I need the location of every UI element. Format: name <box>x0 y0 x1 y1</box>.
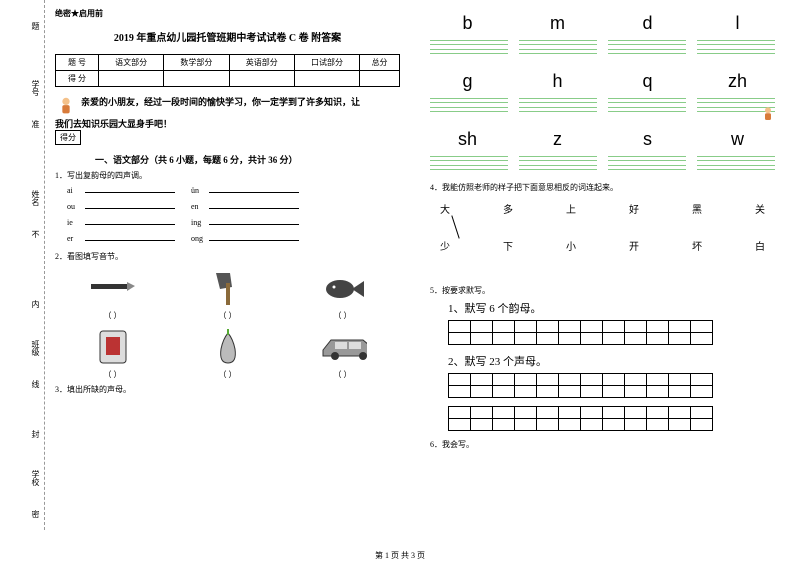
section-heading: 一、语文部分（共 6 小题，每题 6 分，共计 36 分） <box>55 153 400 166</box>
sb-10: 密 <box>30 510 41 518</box>
st-h1: 语文部分 <box>99 55 164 71</box>
sb-7: 线 <box>30 380 41 388</box>
question-1: 1．写出复韵母的四声调。 <box>55 170 400 181</box>
question-3: 3．填出所缺的声母。 <box>55 384 400 395</box>
letter-w: w <box>700 124 775 154</box>
grid-6 <box>448 320 713 345</box>
letter-q: q <box>610 66 685 96</box>
st-h0: 题 号 <box>56 55 99 71</box>
pear-icon <box>204 325 252 367</box>
letter-s: s <box>610 124 685 154</box>
letter-block: b m d l g h q zh sh z s w <box>430 8 775 170</box>
column-right: b m d l g h q zh sh z s w 4．我能仿照老师的样子把 <box>415 0 785 530</box>
letter-l: l <box>700 8 775 38</box>
question-5b: 2、默写 23 个声母。 <box>430 353 775 369</box>
rice-bag-icon <box>89 325 137 367</box>
sb-9: 学校 <box>30 470 41 486</box>
letter-sh: sh <box>430 124 505 154</box>
st-s0: 得 分 <box>56 71 99 87</box>
sisheng-list: ai ün ou en ie ing er ong <box>55 183 400 247</box>
child-small-icon <box>759 104 777 124</box>
intro-text: 亲爱的小朋友，经过一段时间的愉快学习，你一定学到了许多知识，让 <box>55 95 400 117</box>
letter-g: g <box>430 66 505 96</box>
image-row-1: （ ） （ ） （ ） <box>55 266 400 321</box>
match-example-line <box>451 215 459 238</box>
axe-icon <box>204 266 252 308</box>
match-block: 大多上好黑关 少下小开坏白 <box>430 195 775 281</box>
question-6: 6．我会写。 <box>430 439 775 450</box>
st-h3: 英语部分 <box>229 55 294 71</box>
grid-23b <box>448 406 713 431</box>
letter-m: m <box>520 8 595 38</box>
st-h2: 数学部分 <box>164 55 229 71</box>
child-icon <box>55 95 77 117</box>
sb-5: 内 <box>30 300 41 308</box>
st-h5: 总分 <box>360 55 400 71</box>
sb-2: 准 <box>30 120 41 128</box>
column-left: 绝密★启用前 2019 年重点幼儿园托管班期中考试试卷 C 卷 附答案 题 号 … <box>45 0 415 530</box>
question-5a: 1、默写 6 个韵母。 <box>430 300 775 316</box>
question-5: 5．按要求默写。 <box>430 285 775 296</box>
letter-h: h <box>520 66 595 96</box>
secrecy-label: 绝密★启用前 <box>55 8 400 19</box>
sb-8: 封 <box>30 430 41 438</box>
letter-d: d <box>610 8 685 38</box>
question-4: 4．我能仿照老师的样子把下面意思相反的词连起来。 <box>430 182 775 193</box>
sb-0: 题 <box>30 22 41 30</box>
sb-3: 姓名 <box>30 190 41 206</box>
letter-b: b <box>430 8 505 38</box>
score-tag: 得分 <box>55 130 81 145</box>
intro-line2: 我们去知识乐园大显身手吧！ <box>55 117 400 130</box>
pencil-icon <box>89 266 137 308</box>
page-title: 2019 年重点幼儿园托管班期中考试试卷 C 卷 附答案 <box>55 29 400 44</box>
question-2: 2．看图填写音节。 <box>55 251 400 262</box>
fish-icon <box>319 266 367 308</box>
car-icon <box>319 325 367 367</box>
grid-23a <box>448 373 713 398</box>
st-h4: 口试部分 <box>294 55 359 71</box>
sb-4: 不 <box>30 230 41 238</box>
letter-zh: zh <box>700 66 775 96</box>
intro-line1: 亲爱的小朋友，经过一段时间的愉快学习，你一定学到了许多知识，让 <box>81 97 360 107</box>
page-footer: 第 1 页 共 3 页 <box>0 550 800 561</box>
image-row-2: （ ） （ ） （ ） <box>55 325 400 380</box>
sb-1: 学号 <box>30 80 41 96</box>
sb-6: 班级 <box>30 340 41 356</box>
letter-z: z <box>520 124 595 154</box>
binding-sidebar: 题 学号 准 姓名 不 内 班级 线 封 学校 密 <box>0 0 45 530</box>
score-table: 题 号 语文部分 数学部分 英语部分 口试部分 总分 得 分 <box>55 54 400 87</box>
